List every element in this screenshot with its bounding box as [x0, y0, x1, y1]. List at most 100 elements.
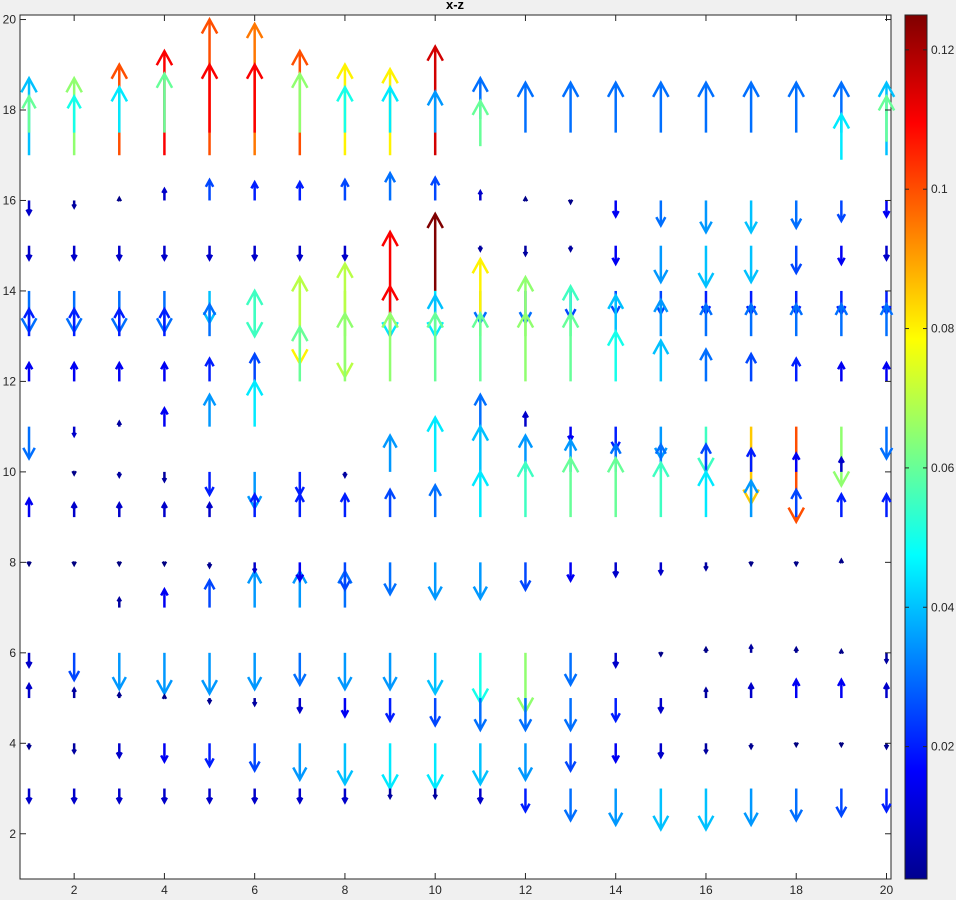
colorbar-ticks: 0.02 0.04 0.06 0.08 0.1 0.12	[905, 43, 955, 754]
vector-arrow	[116, 419, 123, 427]
vector-arrow	[203, 577, 216, 608]
colorbar	[904, 14, 928, 880]
colorbar-tick-label: 0.12	[931, 43, 955, 57]
vector-arrow	[294, 491, 306, 518]
vector-arrow	[747, 681, 755, 699]
vector-arrow	[426, 415, 444, 472]
vector-arrow	[336, 743, 354, 787]
vector-arrow	[204, 743, 215, 769]
vector-arrow	[561, 80, 580, 133]
vector-arrow	[789, 788, 804, 823]
vector-arrow	[251, 562, 258, 574]
vector-arrow	[745, 446, 757, 472]
colorbar-tick-label: 0.02	[931, 740, 955, 754]
vector-arrow	[70, 788, 78, 805]
vector-arrow	[471, 310, 490, 382]
vector-arrow	[835, 788, 848, 819]
vector-arrow	[472, 562, 488, 602]
vector-arrow	[245, 288, 264, 337]
vector-arrow	[516, 460, 535, 518]
vector-arrow	[567, 245, 574, 253]
vector-arrow	[655, 200, 667, 228]
vector-arrow	[111, 652, 127, 692]
vector-arrow	[161, 561, 168, 568]
vector-arrow	[477, 188, 484, 201]
vector-arrow	[426, 211, 444, 291]
y-tick-label: 16	[3, 193, 17, 207]
vector-arrow	[248, 743, 261, 774]
vector-arrow	[71, 200, 77, 210]
vector-arrow	[703, 645, 709, 653]
vector-arrow	[793, 561, 799, 568]
plot-area	[19, 14, 892, 880]
vector-arrow	[652, 460, 670, 518]
vector-arrow	[161, 471, 168, 484]
vector-arrow	[612, 562, 620, 579]
vector-arrow	[882, 245, 891, 262]
vector-arrow	[205, 788, 214, 805]
vector-arrow	[658, 651, 664, 658]
vector-arrow	[247, 652, 263, 692]
vector-arrow	[342, 471, 348, 479]
vector-arrow	[882, 200, 891, 219]
vector-arrow	[652, 338, 670, 382]
vector-arrow	[205, 245, 214, 262]
vector-arrow	[340, 698, 350, 719]
vector-arrow	[296, 698, 304, 715]
vector-arrow	[160, 405, 169, 427]
vector-arrow	[697, 788, 715, 832]
vector-arrow	[745, 351, 758, 382]
vector-arrow	[116, 595, 123, 608]
vector-arrow	[471, 424, 490, 472]
vector-arrow	[296, 245, 304, 262]
vector-field	[20, 16, 896, 832]
vector-arrow	[836, 245, 846, 267]
vector-arrow	[563, 652, 578, 688]
vector-arrow	[521, 410, 530, 427]
chart-title: x-z	[446, 0, 465, 12]
vector-arrow	[606, 329, 625, 382]
vector-arrow	[744, 200, 758, 235]
vector-arrow	[703, 743, 709, 755]
vector-arrow	[657, 562, 664, 577]
vector-arrow	[295, 179, 305, 201]
vector-arrow	[158, 306, 171, 337]
x-tick-label: 6	[251, 883, 258, 897]
vector-arrow	[68, 306, 81, 337]
vector-arrow	[652, 788, 670, 832]
colorbar-tick-label: 0.06	[931, 461, 955, 475]
vector-arrow	[25, 200, 33, 217]
vector-arrow	[245, 378, 264, 427]
vector-arrow	[116, 561, 123, 568]
vector-arrow	[115, 743, 123, 760]
vector-arrow	[611, 743, 621, 764]
x-tick-label: 10	[429, 883, 443, 897]
colorbar-tick-label: 0.04	[931, 600, 955, 614]
vector-arrow	[292, 743, 308, 783]
vector-arrow	[882, 681, 891, 699]
vector-arrow	[383, 562, 397, 597]
vector-arrow	[836, 491, 847, 518]
vector-arrow	[110, 84, 129, 133]
vector-arrow	[522, 245, 529, 258]
vector-arrow	[429, 175, 441, 201]
vector-arrow	[471, 469, 490, 518]
vector-arrow	[522, 195, 529, 202]
vector-arrow	[202, 392, 217, 427]
vector-arrow	[473, 392, 488, 427]
vector-arrow	[471, 743, 489, 787]
vector-arrow	[742, 80, 760, 133]
vector-arrow	[697, 80, 715, 133]
vector-arrow	[699, 200, 713, 235]
vector-arrow	[382, 433, 398, 472]
y-tick-label: 8	[9, 555, 16, 569]
vector-arrow	[564, 743, 577, 774]
vector-arrow	[743, 478, 759, 518]
vector-arrow	[611, 245, 621, 267]
vector-arrow	[292, 652, 307, 688]
vector-arrow	[69, 360, 79, 382]
vector-arrow	[652, 80, 670, 133]
vector-arrow	[834, 301, 849, 337]
vector-arrow	[426, 89, 444, 133]
